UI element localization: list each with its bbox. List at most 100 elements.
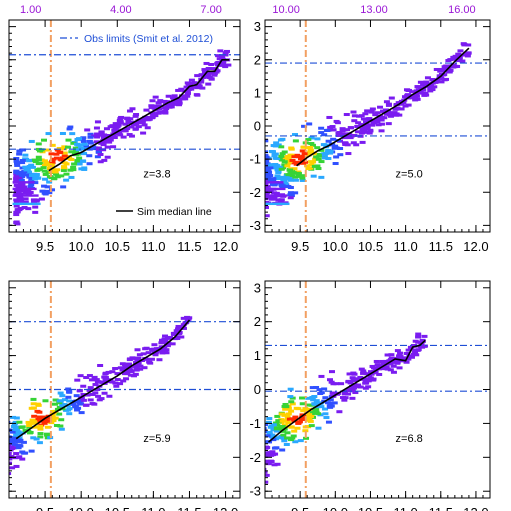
density-point (91, 402, 98, 406)
density-point (243, 471, 249, 474)
redshift-label: z=6.8 (396, 433, 423, 445)
density-point (0, 443, 5, 446)
density-point (60, 185, 67, 189)
density-point (70, 165, 77, 169)
density-point (234, 441, 240, 444)
density-point (9, 420, 11, 424)
density-point (287, 168, 294, 172)
density-point (13, 433, 20, 437)
density-point (318, 374, 325, 378)
density-point (165, 94, 172, 98)
y-tick-label: -3 (249, 218, 261, 233)
density-streak (12, 181, 35, 184)
density-point (452, 54, 459, 58)
density-point (22, 197, 29, 201)
density-point (224, 49, 231, 53)
density-point (97, 160, 104, 164)
y-tick-label: -2 (249, 185, 261, 200)
density-point (330, 137, 337, 141)
density-point (80, 392, 87, 396)
density-point (59, 404, 66, 408)
density-point (31, 425, 38, 429)
density-point (350, 141, 357, 145)
density-point (285, 156, 292, 160)
density-point (292, 133, 299, 137)
density-point (364, 109, 371, 113)
density-point (257, 435, 263, 438)
density-point (191, 84, 198, 88)
density-point (344, 128, 351, 132)
density-point (312, 410, 319, 414)
density-point (12, 427, 19, 431)
density-point (9, 444, 10, 448)
density-point (306, 403, 313, 407)
density-point (109, 124, 116, 128)
density-point (139, 120, 146, 124)
x-tick-label: 10.0 (69, 505, 94, 511)
density-point (376, 364, 383, 368)
density-point (0, 436, 4, 439)
panel-bottom-right: 9.5 10.0 10.5 11.0 11.5 12.0 3 2 1 0 -1 -2 -3 z=6.8 (234, 280, 491, 511)
density-point (236, 435, 242, 438)
density-point (333, 382, 340, 386)
density-point (440, 69, 447, 73)
density-point (327, 405, 334, 409)
density-point (26, 424, 33, 428)
density-point (300, 154, 307, 158)
density-point (314, 146, 321, 150)
density-point (0, 471, 4, 474)
density-point (422, 91, 429, 95)
density-point (16, 149, 23, 153)
density-point (53, 172, 60, 176)
density-point (254, 474, 260, 477)
density-point (240, 466, 246, 469)
density-point (126, 109, 133, 113)
density-point (83, 403, 90, 407)
density-point (275, 198, 282, 202)
density-point (438, 80, 445, 84)
density-point (241, 434, 247, 437)
density-point (44, 416, 51, 420)
density-point (150, 348, 157, 352)
density-point (63, 172, 70, 176)
density-point (234, 443, 240, 446)
density-point (270, 177, 277, 181)
density-point (406, 88, 413, 92)
density-point (271, 152, 278, 156)
density-point (28, 449, 35, 453)
density-point (280, 166, 287, 170)
density-point (168, 101, 175, 105)
density-point (93, 140, 100, 144)
density-point (39, 189, 46, 193)
density-point (164, 100, 171, 104)
density-point (83, 376, 90, 380)
density-point (280, 178, 287, 182)
density-point (234, 446, 240, 449)
density-point (239, 418, 245, 421)
density-point (59, 156, 66, 160)
density-point (22, 173, 29, 177)
density-point (165, 104, 172, 108)
density-point (287, 395, 294, 399)
density-point (65, 138, 72, 142)
density-point (268, 163, 275, 167)
density-point (318, 175, 325, 179)
density-point (87, 141, 94, 145)
density-point (265, 158, 270, 162)
panel-plot-area (265, 20, 490, 232)
density-point (347, 381, 354, 385)
density-point (354, 124, 361, 128)
density-point (284, 431, 291, 435)
density-point (36, 158, 43, 162)
density-point (274, 174, 281, 178)
density-point (286, 177, 293, 181)
y-tick-label: 0 (254, 382, 261, 397)
density-point (309, 386, 316, 390)
density-point (315, 157, 322, 161)
density-point (415, 335, 422, 339)
density-point (54, 407, 61, 411)
density-point (306, 415, 313, 419)
density-point (357, 385, 364, 389)
density-point (465, 43, 472, 47)
density-point (15, 171, 22, 175)
